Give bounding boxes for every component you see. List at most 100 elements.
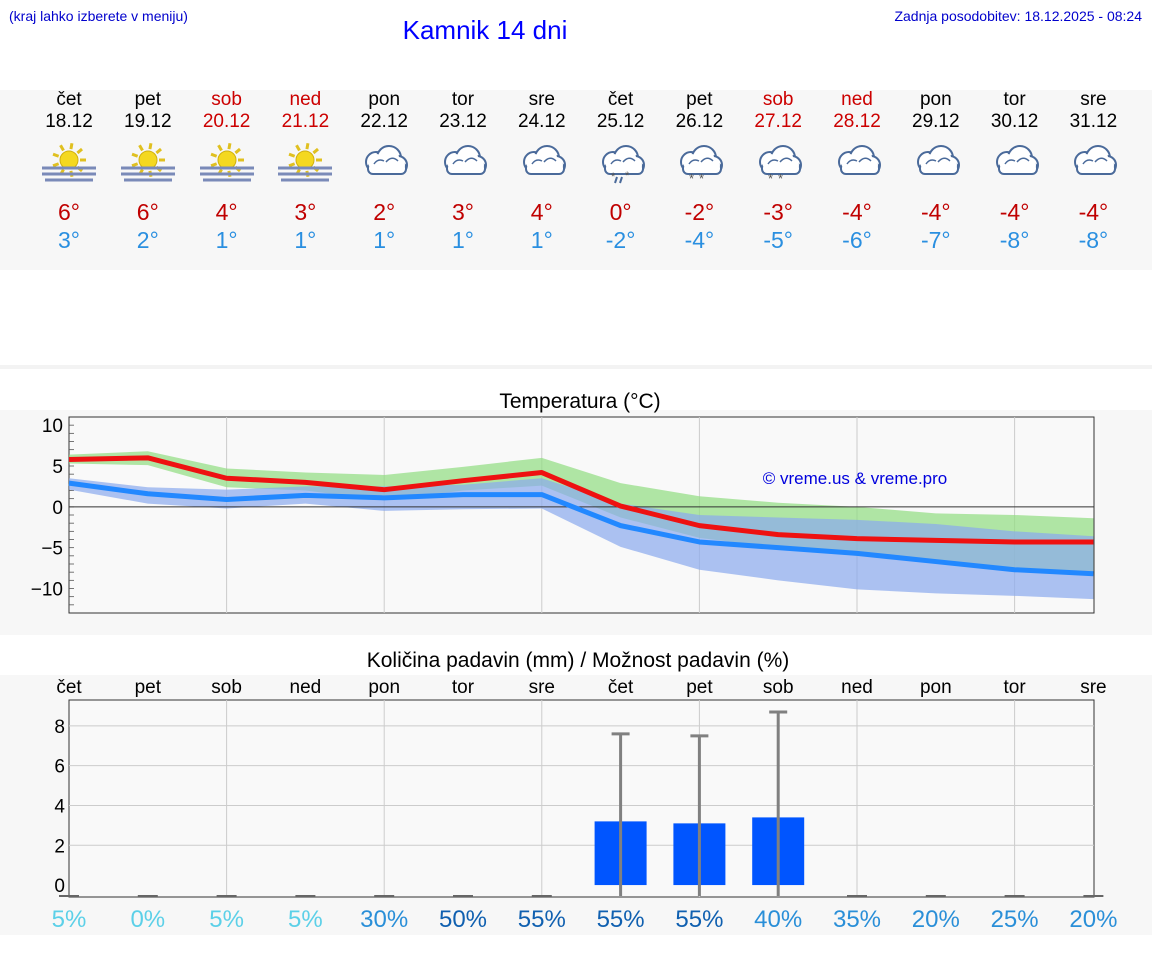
day-date: 20.12: [202, 111, 251, 132]
day-column: sre 24.12 4° 1°: [503, 89, 581, 254]
day-name: pon: [919, 89, 952, 110]
day-column: ned 28.12 -4° -6°: [818, 89, 896, 254]
precip-probability: 30%: [360, 906, 408, 933]
precip-probability: 5%: [288, 906, 323, 933]
day-column: pet 26.12 * * -2° -4°: [660, 89, 738, 254]
temp-min: -7°: [920, 227, 951, 253]
day-date: 25.12: [596, 111, 645, 132]
cloud-icon: [503, 138, 581, 184]
day-date: 24.12: [518, 111, 566, 132]
day-name: ned: [841, 89, 873, 110]
precip-probability: 55%: [675, 906, 723, 933]
day-date: 28.12: [833, 111, 881, 132]
x-tick-label: pon: [920, 677, 952, 698]
watermark: © vreme.us & vreme.pro: [763, 469, 947, 488]
x-tick-label: tor: [1004, 677, 1027, 698]
temp-max: -3°: [763, 199, 794, 225]
svg-text:*: *: [625, 170, 630, 182]
precip-probability: 5%: [52, 906, 87, 933]
temp-max: 6°: [136, 199, 159, 225]
temp-min: -8°: [1078, 227, 1109, 253]
y-tick-label: −5: [41, 539, 63, 560]
temp-max: 4°: [215, 199, 238, 225]
temp-max: 3°: [452, 199, 474, 225]
y-tick-label: 0: [52, 498, 63, 519]
day-name: sob: [762, 89, 794, 110]
x-tick-label: ned: [290, 677, 322, 698]
temp-min: 1°: [215, 227, 238, 253]
day-date: 27.12: [754, 111, 802, 132]
y-tick-label: 8: [54, 717, 65, 738]
x-tick-label: čet: [56, 677, 82, 698]
temp-min: -4°: [684, 227, 715, 253]
day-name: pet: [686, 89, 713, 110]
min-range-band: [69, 478, 1094, 600]
day-name: čet: [56, 89, 82, 110]
day-date: 22.12: [360, 111, 408, 132]
x-tick-label: sob: [763, 677, 794, 698]
temp-max: 2°: [373, 199, 396, 225]
precip-probability: 20%: [912, 906, 960, 933]
temp-max: 0°: [609, 199, 632, 225]
chart-title: Količina padavin (mm) / Možnost padavin …: [367, 649, 790, 672]
day-name: tor: [451, 89, 475, 110]
day-name: ned: [289, 89, 322, 110]
last-updated: Zadnja posodobitev: 18.12.2025 - 08:24: [894, 8, 1142, 24]
x-tick-label: pet: [686, 677, 713, 698]
cloud-icon: [976, 138, 1054, 184]
day-column: sob 20.12 4° 1°: [188, 89, 266, 254]
day-column: tor 23.12 3° 1°: [424, 89, 502, 254]
y-tick-label: 10: [42, 416, 63, 437]
day-column: čet 25.12 * * 0° -2°: [582, 89, 660, 254]
day-name: pet: [134, 89, 161, 110]
day-column: tor 30.12 -4° -8°: [976, 89, 1054, 254]
day-name: sre: [528, 89, 555, 110]
forecast-strip: [0, 90, 1152, 270]
plot-area: [68, 699, 1095, 898]
svg-text:*: *: [699, 171, 704, 184]
precip-probability: 5%: [209, 906, 244, 933]
temp-min: 1°: [294, 227, 317, 253]
day-name: čet: [607, 89, 634, 110]
temp-min: 1°: [452, 227, 474, 253]
location-hint[interactable]: (kraj lahko izberete v meniju): [9, 8, 188, 24]
day-column: pon 29.12 -4° -7°: [897, 89, 975, 254]
chart-title: Temperatura (°C): [499, 390, 660, 413]
temp-min: 2°: [136, 227, 159, 253]
day-date: 23.12: [439, 111, 487, 132]
temp-min: -2°: [605, 227, 636, 253]
x-tick-label: sre: [529, 677, 555, 698]
series-min-line: [68, 480, 1094, 577]
day-name: sob: [211, 89, 242, 110]
temp-max: 4°: [530, 199, 553, 225]
y-tick-label: 5: [52, 457, 63, 478]
temp-min: -8°: [999, 227, 1030, 253]
temp-max: -4°: [999, 199, 1030, 225]
x-tick-label: pon: [368, 677, 400, 698]
day-column: pon 22.12 2° 1°: [345, 89, 423, 254]
cloud-icon: [424, 138, 502, 184]
y-tick-label: 2: [54, 836, 65, 857]
precip-probability: 55%: [518, 906, 566, 933]
y-tick-label: 0: [54, 876, 65, 897]
cloud-snow-icon: * *: [739, 138, 817, 184]
svg-text:*: *: [778, 171, 783, 184]
precip-probability: 25%: [991, 906, 1039, 933]
temperature-chart: Temperatura (°C) 10 5 0 −5 −10 © vreme.us & vr…: [31, 390, 1095, 614]
precip-probability: 40%: [754, 906, 802, 933]
x-tick-label: sob: [211, 677, 242, 698]
svg-text:*: *: [611, 171, 616, 183]
temp-max: -4°: [842, 199, 872, 225]
precipitation-chart: Količina padavin (mm) / Možnost padavin …: [52, 649, 1118, 933]
temp-min: -6°: [842, 227, 872, 253]
precip-probability: 55%: [597, 906, 645, 933]
temp-max: -4°: [1078, 199, 1109, 225]
page-title: Kamnik 14 dni: [402, 15, 568, 45]
y-tick-label: 6: [54, 757, 65, 778]
day-name: pon: [368, 89, 401, 110]
day-date: 30.12: [990, 111, 1039, 132]
sun-fog-icon: [30, 138, 108, 184]
precip-probability: 50%: [439, 906, 487, 933]
series-max-line: [68, 455, 1094, 545]
x-tick-label: ned: [841, 677, 873, 698]
